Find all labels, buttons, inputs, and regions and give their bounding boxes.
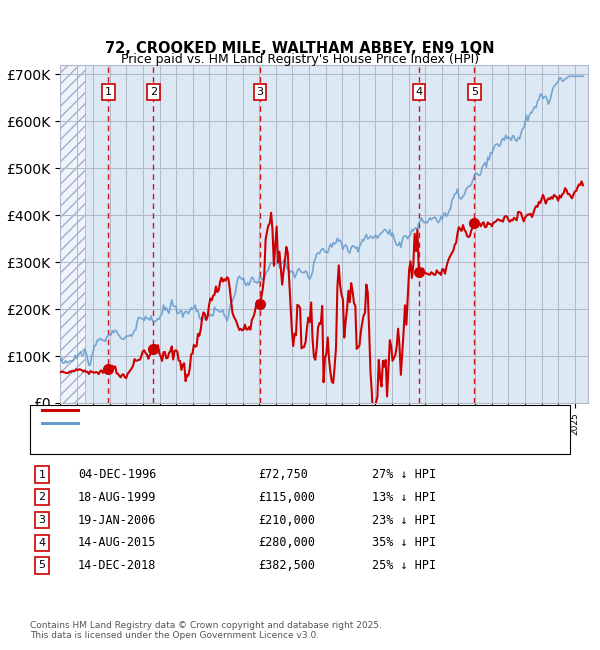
Text: 14-AUG-2015: 14-AUG-2015	[78, 536, 157, 549]
Text: Contains HM Land Registry data © Crown copyright and database right 2025.: Contains HM Land Registry data © Crown c…	[30, 621, 382, 630]
Text: 2: 2	[150, 87, 157, 97]
Text: 4: 4	[38, 538, 46, 548]
Text: 23% ↓ HPI: 23% ↓ HPI	[372, 514, 436, 526]
Text: This data is licensed under the Open Government Licence v3.0.: This data is licensed under the Open Gov…	[30, 631, 319, 640]
Bar	[60, 65, 85, 403]
Text: £72,750: £72,750	[258, 468, 308, 481]
Text: 27% ↓ HPI: 27% ↓ HPI	[372, 468, 436, 481]
Text: 72, CROOKED MILE, WALTHAM ABBEY, EN9 1QN: 72, CROOKED MILE, WALTHAM ABBEY, EN9 1QN	[105, 41, 495, 57]
Text: £210,000: £210,000	[258, 514, 315, 526]
Text: 1: 1	[105, 87, 112, 97]
Text: HPI: Average price, semi-detached house, Epping Forest: HPI: Average price, semi-detached house,…	[87, 417, 380, 428]
Text: 04-DEC-1996: 04-DEC-1996	[78, 468, 157, 481]
Text: 4: 4	[415, 87, 422, 97]
Text: £382,500: £382,500	[258, 559, 315, 572]
Text: 18-AUG-1999: 18-AUG-1999	[78, 491, 157, 504]
Text: 3: 3	[257, 87, 263, 97]
Text: 14-DEC-2018: 14-DEC-2018	[78, 559, 157, 572]
Text: 5: 5	[38, 560, 46, 571]
Text: 35% ↓ HPI: 35% ↓ HPI	[372, 536, 436, 549]
Bar	[60, 65, 85, 403]
Text: Price paid vs. HM Land Registry's House Price Index (HPI): Price paid vs. HM Land Registry's House …	[121, 53, 479, 66]
Text: 72, CROOKED MILE, WALTHAM ABBEY, EN9 1QN (semi-detached house): 72, CROOKED MILE, WALTHAM ABBEY, EN9 1QN…	[87, 404, 458, 415]
Text: 2: 2	[38, 492, 46, 502]
Text: 5: 5	[471, 87, 478, 97]
Text: £115,000: £115,000	[258, 491, 315, 504]
Text: £280,000: £280,000	[258, 536, 315, 549]
Text: 25% ↓ HPI: 25% ↓ HPI	[372, 559, 436, 572]
Text: 3: 3	[38, 515, 46, 525]
Text: 1: 1	[38, 469, 46, 480]
Text: 19-JAN-2006: 19-JAN-2006	[78, 514, 157, 526]
Text: 13% ↓ HPI: 13% ↓ HPI	[372, 491, 436, 504]
